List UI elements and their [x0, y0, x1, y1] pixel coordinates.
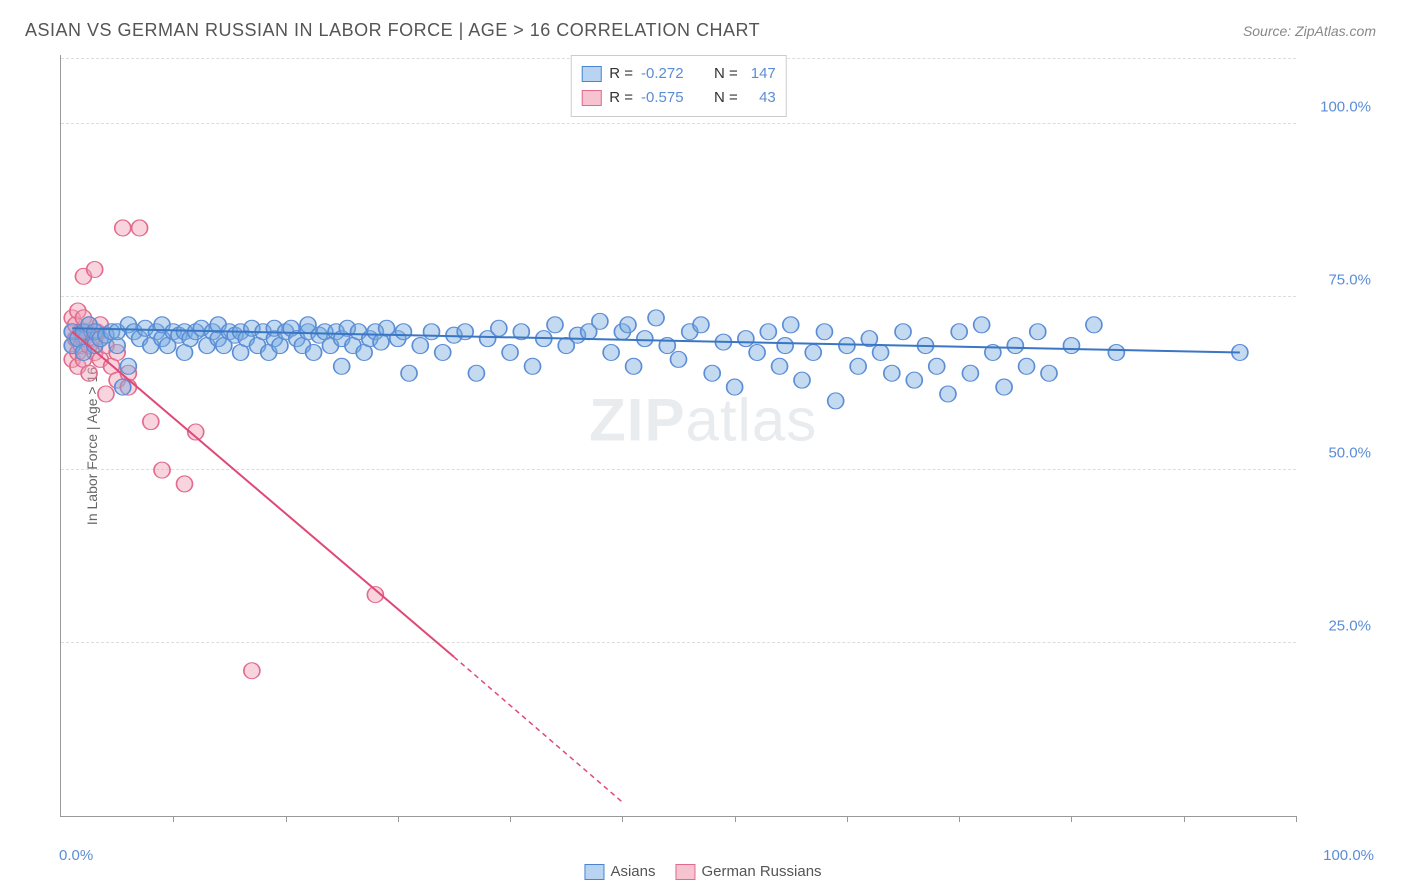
legend-label: Asians — [610, 863, 655, 880]
r-prefix: R = — [609, 86, 633, 110]
source-attribution: Source: ZipAtlas.com — [1243, 23, 1376, 39]
y-tick-label: 75.0% — [1328, 272, 1371, 289]
x-tick — [398, 816, 399, 822]
r-prefix: R = — [609, 62, 633, 86]
n-value: 43 — [746, 86, 776, 110]
x-tick — [847, 816, 848, 822]
chart-container: In Labor Force | Age > 16 ZIPatlas 25.0%… — [25, 55, 1376, 837]
scatter-svg — [61, 55, 1296, 816]
y-tick-label: 50.0% — [1328, 445, 1371, 462]
swatch-icon — [675, 864, 695, 880]
x-tick — [1184, 816, 1185, 822]
legend-row: R = -0.272 N = 147 — [581, 62, 776, 86]
swatch-icon — [581, 90, 601, 106]
x-tick-label: 100.0% — [1323, 847, 1374, 864]
x-tick-label: 0.0% — [59, 847, 93, 864]
legend-item: German Russians — [675, 863, 821, 880]
x-tick — [510, 816, 511, 822]
n-prefix: N = — [714, 86, 738, 110]
x-tick — [959, 816, 960, 822]
x-tick — [622, 816, 623, 822]
n-value: 147 — [746, 62, 776, 86]
r-value: -0.575 — [641, 86, 696, 110]
x-tick — [1296, 816, 1297, 822]
x-tick — [735, 816, 736, 822]
chart-title: ASIAN VS GERMAN RUSSIAN IN LABOR FORCE |… — [25, 20, 760, 41]
r-value: -0.272 — [641, 62, 696, 86]
x-tick — [173, 816, 174, 822]
y-tick-label: 25.0% — [1328, 618, 1371, 635]
plot-area: ZIPatlas 25.0% 50.0% 75.0% 100.0% 0.0% 1… — [60, 55, 1296, 817]
n-prefix: N = — [714, 62, 738, 86]
legend-label: German Russians — [701, 863, 821, 880]
swatch-icon — [581, 66, 601, 82]
legend-item: Asians — [584, 863, 655, 880]
x-tick — [1071, 816, 1072, 822]
y-tick-label: 100.0% — [1320, 99, 1371, 116]
x-tick — [286, 816, 287, 822]
legend-row: R = -0.575 N = 43 — [581, 86, 776, 110]
series-legend: Asians German Russians — [584, 863, 821, 880]
correlation-legend: R = -0.272 N = 147 R = -0.575 N = 43 — [570, 55, 787, 117]
swatch-icon — [584, 864, 604, 880]
